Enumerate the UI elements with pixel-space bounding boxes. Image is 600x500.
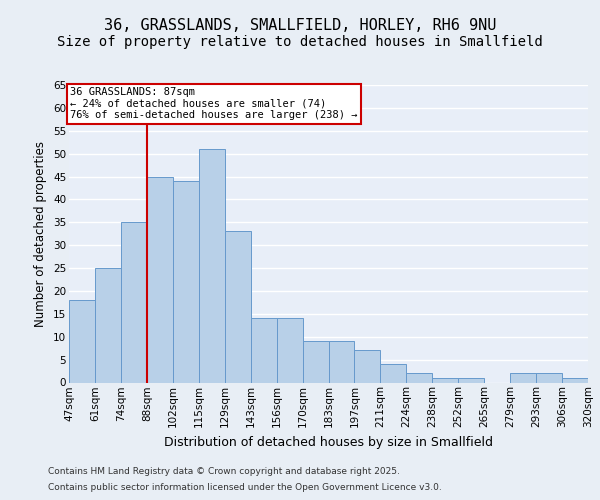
Bar: [147, 176, 173, 382]
Text: Contains public sector information licensed under the Open Government Licence v3: Contains public sector information licen…: [48, 484, 442, 492]
Bar: [121, 222, 147, 382]
Text: Size of property relative to detached houses in Smallfield: Size of property relative to detached ho…: [57, 35, 543, 49]
Bar: [225, 232, 251, 382]
Text: 36, GRASSLANDS, SMALLFIELD, HORLEY, RH6 9NU: 36, GRASSLANDS, SMALLFIELD, HORLEY, RH6 …: [104, 18, 496, 32]
Y-axis label: Number of detached properties: Number of detached properties: [34, 141, 47, 327]
Bar: [173, 181, 199, 382]
Bar: [329, 342, 355, 382]
Bar: [510, 374, 536, 382]
Bar: [302, 342, 329, 382]
Bar: [251, 318, 277, 382]
Bar: [536, 374, 562, 382]
Text: 36 GRASSLANDS: 87sqm
← 24% of detached houses are smaller (74)
76% of semi-detac: 36 GRASSLANDS: 87sqm ← 24% of detached h…: [70, 88, 358, 120]
Bar: [433, 378, 458, 382]
Bar: [199, 149, 224, 382]
Bar: [355, 350, 380, 382]
Bar: [458, 378, 484, 382]
Bar: [406, 374, 432, 382]
Bar: [95, 268, 121, 382]
X-axis label: Distribution of detached houses by size in Smallfield: Distribution of detached houses by size …: [164, 436, 493, 448]
Text: Contains HM Land Registry data © Crown copyright and database right 2025.: Contains HM Land Registry data © Crown c…: [48, 467, 400, 476]
Bar: [562, 378, 588, 382]
Bar: [277, 318, 302, 382]
Bar: [69, 300, 95, 382]
Bar: [380, 364, 406, 382]
